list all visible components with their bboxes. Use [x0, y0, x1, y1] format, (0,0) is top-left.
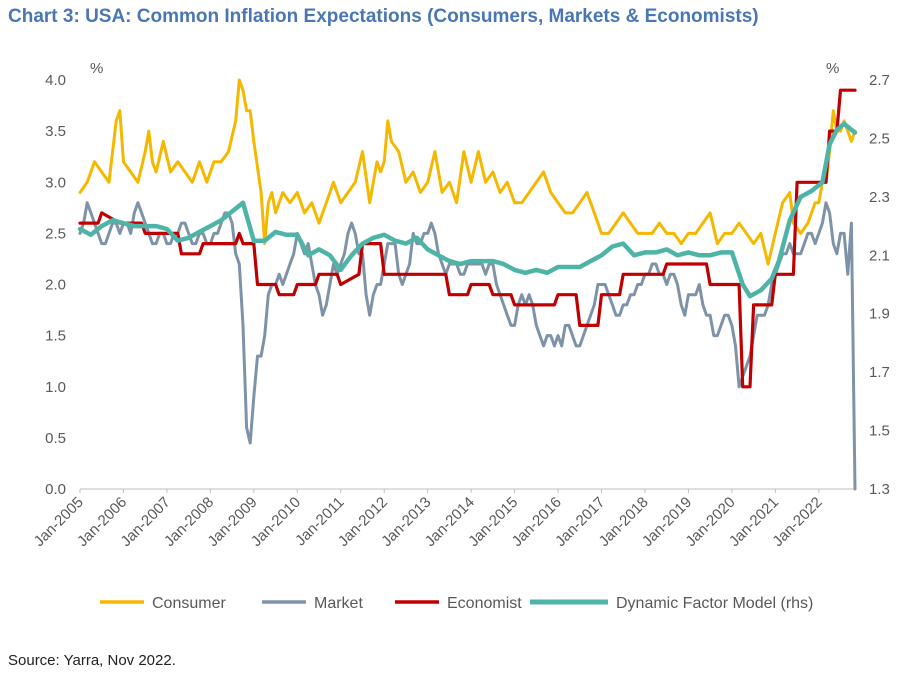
legend-label: Economist [447, 595, 522, 612]
series-line-dynamic-factor-model-rhs [77, 121, 858, 299]
left-tick-label: 4.0 [45, 72, 66, 89]
chart-title: Chart 3: USA: Common Inflation Expectati… [8, 6, 759, 27]
left-tick-label: 1.0 [45, 379, 66, 396]
legend-label: Dynamic Factor Model (rhs) [616, 595, 813, 612]
right-tick-label: 1.3 [869, 481, 890, 498]
left-tick-label: 0.0 [45, 481, 66, 498]
right-tick-label: 2.5 [869, 130, 890, 147]
right-tick-label: 1.5 [869, 423, 890, 440]
left-tick-label: 2.5 [45, 225, 66, 242]
left-tick-label: 3.5 [45, 123, 66, 140]
left-tick-label: 2.0 [45, 277, 66, 294]
x-axis-ticks: Jan-2005Jan-2006Jan-2007Jan-2008Jan-2009… [31, 489, 826, 550]
left-axis-ticks: 0.0 0.5 1.0 1.5 2.0 2.5 3.0 3.5 4.0 [45, 72, 66, 498]
series-line-economist [78, 88, 857, 389]
source-note: Source: Yarra, Nov 2022. [8, 652, 176, 669]
left-tick-label: 1.5 [45, 328, 66, 345]
right-tick-label: 2.3 [869, 189, 890, 206]
right-tick-label: 2.1 [869, 247, 890, 264]
right-tick-label: 1.7 [869, 364, 890, 381]
legend-label: Consumer [152, 595, 226, 612]
right-tick-label: 2.7 [869, 72, 890, 89]
right-tick-label: 1.9 [869, 306, 890, 323]
left-tick-label: 0.5 [45, 430, 66, 447]
series-lines [77, 78, 858, 491]
series-line-consumer [78, 78, 857, 266]
legend-label: Market [314, 595, 363, 612]
left-tick-label: 3.0 [45, 174, 66, 191]
legend: Consumer Market Economist Dynamic Factor Mo… [100, 595, 813, 612]
series-line-market [78, 201, 857, 491]
right-axis-unit: % [826, 60, 839, 77]
right-axis-ticks: 1.3 1.5 1.7 1.9 2.1 2.3 2.5 2.7 [869, 72, 890, 498]
left-axis-unit: % [90, 60, 103, 77]
